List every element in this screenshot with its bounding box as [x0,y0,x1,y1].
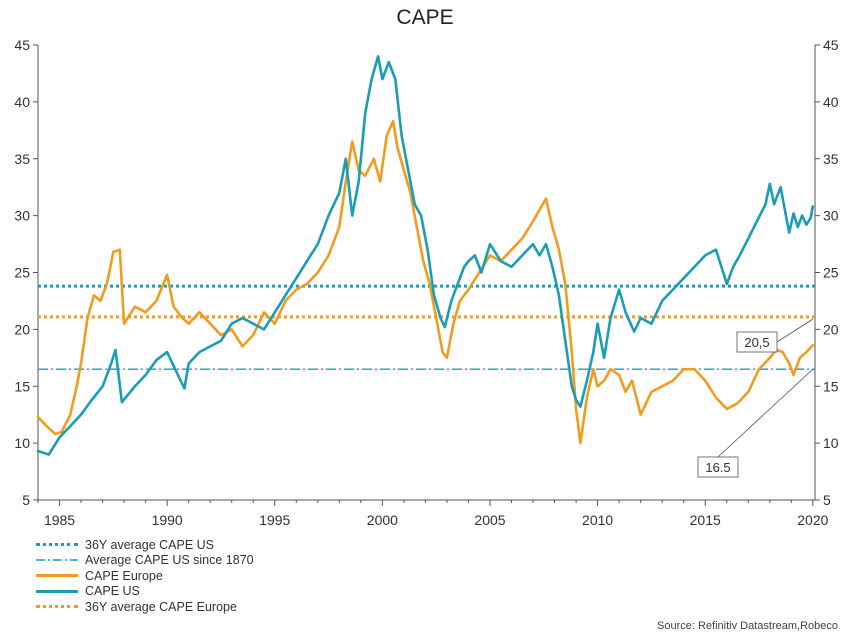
legend-item: CAPE Europe [36,568,254,584]
y-tick-label-left: 10 [14,435,30,451]
legend-item: 36Y average CAPE US [36,537,254,553]
y-tick-label-left: 25 [14,265,30,281]
series-line-cape-us [36,55,815,456]
legend-label: 36Y average CAPE Europe [85,599,237,614]
chart-title: CAPE [396,6,453,29]
y-tick-label-right: 10 [823,435,839,451]
x-tick-label: 2020 [797,512,828,528]
y-tick-label-right: 5 [823,492,831,508]
y-tick-label-right: 40 [823,94,839,110]
x-tick-label: 1985 [44,512,75,528]
legend-label: CAPE Europe [85,568,163,583]
legend-label: 36Y average CAPE US [85,537,215,552]
y-tick-label-left: 20 [14,321,30,337]
legend-item: 36Y average CAPE Europe [36,599,254,615]
source-note: Source: Refinitiv Datastream,Robeco [657,620,838,632]
legend-swatch-us-36y [36,543,78,547]
legend-swatch-europe [36,574,78,578]
x-tick-label: 2005 [474,512,505,528]
legend-label: CAPE US [85,584,140,599]
y-tick-label-left: 5 [22,492,30,508]
annotation-leader [717,368,814,458]
legend-swatch-europe-36y [36,605,78,609]
annotation-leader [776,318,814,343]
y-tick-label-left: 15 [14,378,30,394]
legend-label: Average CAPE US since 1870 [85,553,254,568]
annotations: 20,5 16.5 [697,318,814,478]
legend-item: CAPE US [36,584,254,600]
y-tick-label-left: 35 [14,151,30,167]
annotation-box [697,456,739,478]
average-lines [38,284,815,370]
legend: 36Y average CAPE US Average CAPE US sinc… [36,537,254,615]
annotation-label: 16.5 [705,460,730,475]
x-tick-label: 1995 [259,512,290,528]
y-tick-label-left: 45 [14,37,30,53]
x-tick-label: 2010 [582,512,613,528]
x-tick-label: 2015 [690,512,721,528]
legend-item: Average CAPE US since 1870 [36,553,254,569]
y-tick-label-right: 30 [823,208,839,224]
y-tick-label-right: 15 [823,378,839,394]
y-tick-label-right: 25 [823,265,839,281]
series-line-cape-europe [36,119,815,445]
y-tick-label-right: 20 [823,321,839,337]
y-tick-label-left: 30 [14,208,30,224]
series-lines [36,55,815,456]
annotation-box [736,331,778,353]
y-tick-label-right: 45 [823,37,839,53]
legend-swatch-us [36,589,78,593]
x-tick-label: 2000 [367,512,398,528]
x-tick-label: 1990 [152,512,183,528]
y-tick-label-right: 35 [823,151,839,167]
annotation-label: 20,5 [744,335,769,350]
y-tick-label-left: 40 [14,94,30,110]
